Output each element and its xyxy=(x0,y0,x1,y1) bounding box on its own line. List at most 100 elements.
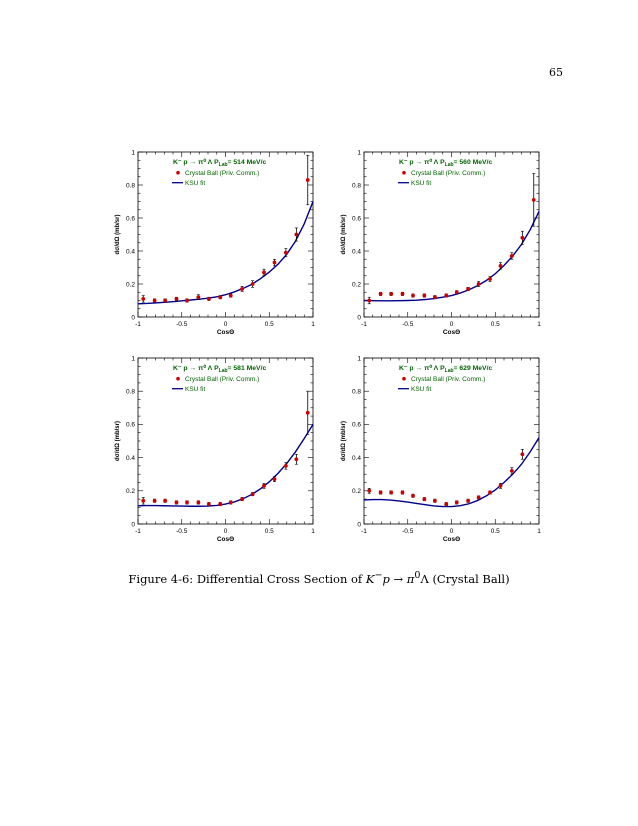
data-point xyxy=(272,477,277,482)
data-point xyxy=(476,282,481,286)
data-point xyxy=(163,298,168,303)
panel-plab-value: = 581 MeV/c xyxy=(228,365,267,372)
legend-label-fit: KSU fit xyxy=(411,386,431,393)
figure-caption: Figure 4-6: Differential Cross Section o… xyxy=(0,570,638,586)
data-point xyxy=(228,500,233,505)
data-point xyxy=(250,282,255,286)
panel-reaction: K⁻ p → π⁰ Λ P xyxy=(399,158,445,166)
caption-k: K xyxy=(365,571,375,586)
data-point xyxy=(152,298,157,303)
y-tick-label: 0.4 xyxy=(126,248,135,255)
x-tick-label: 0 xyxy=(450,321,454,328)
panel-plab-value: = 514 MeV/c xyxy=(228,159,267,166)
y-tick-label: 0 xyxy=(357,314,361,321)
data-point xyxy=(466,498,471,503)
data-point xyxy=(531,197,536,202)
data-point xyxy=(488,490,492,495)
data-point xyxy=(411,293,415,298)
data-point xyxy=(367,298,372,303)
legend-label-data: Crystal Ball (Priv. Comm.) xyxy=(185,170,259,177)
data-point xyxy=(432,295,437,300)
caption-pi: π xyxy=(406,571,415,586)
data-point xyxy=(272,260,277,265)
y-tick-label: 0.4 xyxy=(352,248,361,255)
x-tick-label: 0.5 xyxy=(265,321,274,328)
data-point xyxy=(444,502,449,506)
y-axis-label: dσ/dΩ (mb/sr) xyxy=(115,215,121,255)
x-tick-label: -1 xyxy=(135,321,141,328)
x-tick-label: 1 xyxy=(537,528,541,535)
y-tick-label: 0.2 xyxy=(352,281,361,288)
x-tick-label: -1 xyxy=(361,321,367,328)
y-tick-label: 0.6 xyxy=(126,215,135,222)
x-tick-label: 0 xyxy=(450,528,454,535)
x-tick-label: -0.5 xyxy=(402,528,414,535)
x-tick-label: -0.5 xyxy=(176,321,188,328)
y-tick-label: 0.8 xyxy=(126,389,135,396)
panel-reaction: K⁻ p → π⁰ Λ P xyxy=(173,158,219,166)
y-axis-label: dσ/dΩ (mb/sr) xyxy=(341,215,347,255)
data-point xyxy=(250,492,255,497)
data-point xyxy=(488,277,492,281)
data-point xyxy=(206,296,211,301)
caption-prefix: Figure 4-6: Differential Cross Section o… xyxy=(128,571,363,586)
data-point xyxy=(378,292,383,296)
panel-plab-sub: Lab xyxy=(219,368,228,374)
data-point xyxy=(389,490,394,495)
data-point xyxy=(454,290,459,295)
x-axis-label: CosΘ xyxy=(217,536,234,543)
data-point xyxy=(367,488,372,493)
y-tick-label: 0.4 xyxy=(126,455,135,462)
data-point xyxy=(206,502,211,506)
y-tick-label: 0.2 xyxy=(352,488,361,495)
data-point xyxy=(422,293,427,298)
data-point xyxy=(509,254,514,258)
chart-panel-2: -1 -0.5 0 0.5 1 0 0.2 0.4 0.6 0.8 1 CosΘ dσ/dΩ (mb/s… xyxy=(341,149,541,336)
panel-title: K⁻ p → π⁰ Λ PLab= 514 MeV/c xyxy=(173,158,266,168)
data-point xyxy=(163,498,168,503)
legend-label-fit: KSU fit xyxy=(185,180,205,187)
panel-reaction: K⁻ p → π⁰ Λ P xyxy=(399,364,445,372)
panel-reaction: K⁻ p → π⁰ Λ P xyxy=(173,364,219,372)
data-point xyxy=(185,298,189,303)
y-tick-label: 1 xyxy=(131,355,135,362)
data-point xyxy=(476,495,481,500)
y-tick-label: 0 xyxy=(131,314,135,321)
y-tick-label: 0.8 xyxy=(352,182,361,189)
legend-label-fit: KSU fit xyxy=(411,180,431,187)
legend-marker-data xyxy=(176,376,180,381)
caption-pi-sup: 0 xyxy=(414,570,421,581)
y-tick-label: 1 xyxy=(131,149,135,156)
data-point xyxy=(283,250,288,255)
data-point xyxy=(422,497,427,501)
y-tick-label: 0.4 xyxy=(352,455,361,462)
legend-marker-data xyxy=(176,170,180,175)
ksu-fit-curve xyxy=(137,424,314,507)
panel-title: K⁻ p → π⁰ Λ PLab= 560 MeV/c xyxy=(399,158,492,168)
page-number: 65 xyxy=(549,66,563,79)
y-tick-label: 0 xyxy=(131,521,135,528)
x-tick-label: 0 xyxy=(224,321,228,328)
data-point xyxy=(400,490,405,495)
data-point xyxy=(509,468,514,473)
x-tick-label: 1 xyxy=(311,321,315,328)
data-point xyxy=(378,490,383,495)
data-point xyxy=(283,464,288,468)
x-tick-label: -1 xyxy=(361,528,367,535)
data-point xyxy=(466,287,471,291)
data-point xyxy=(498,483,503,488)
data-point xyxy=(185,500,189,505)
chart-panel-4: -1 -0.5 0 0.5 1 0 0.2 0.4 0.6 0.8 1 CosΘ dσ/dΩ (mb/s… xyxy=(341,355,541,543)
panel-title: K⁻ p → π⁰ Λ PLab= 581 MeV/c xyxy=(173,364,266,374)
ksu-fit-curve xyxy=(137,201,314,305)
chart-panel-3: -1 -0.5 0 0.5 1 0 0.2 0.4 0.6 0.8 1 CosΘ dσ/dΩ (mb/s… xyxy=(115,355,315,543)
data-point xyxy=(454,500,459,505)
chart-panel-1: -1 -0.5 0 0.5 1 0 0.2 0.4 0.6 0.8 1 CosΘ dσ/dΩ (mb/s… xyxy=(115,149,315,336)
panel-plab-value: = 560 MeV/c xyxy=(454,159,493,166)
data-point xyxy=(196,500,201,505)
x-tick-label: 1 xyxy=(537,321,541,328)
x-tick-label: -0.5 xyxy=(176,528,188,535)
panel-plab-sub: Lab xyxy=(219,162,228,168)
caption-lambda: Λ xyxy=(420,571,429,586)
data-point xyxy=(141,296,146,301)
